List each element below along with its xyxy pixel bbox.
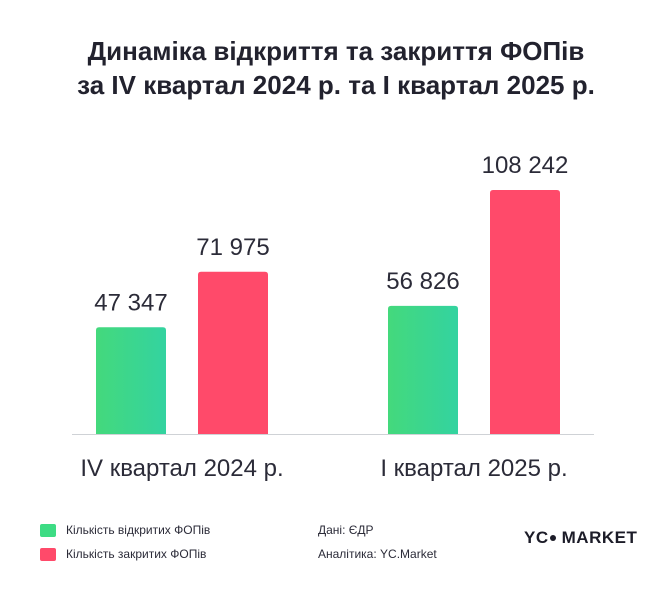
legend-item-opened: Кількість відкритих ФОПів xyxy=(40,518,210,542)
brand-logo-right: MARKET xyxy=(561,528,638,547)
source-block: Дані: ЄДР Аналітика: YC.Market xyxy=(318,518,437,566)
brand-logo-left: YC xyxy=(524,528,549,547)
legend-label-opened: Кількість відкритих ФОПів xyxy=(66,523,211,537)
legend-swatch-closed xyxy=(40,547,56,561)
category-label-1: І квартал 2025 р. xyxy=(380,455,567,482)
analytics-source: Аналітика: YC.Market xyxy=(318,547,437,561)
legend-item-closed: Кількість закритих ФОПів xyxy=(40,542,210,566)
data-source: Дані: ЄДР xyxy=(318,523,374,537)
bar-closed-1 xyxy=(490,190,560,434)
legend-swatch-opened xyxy=(40,523,56,537)
legend-label-closed: Кількість закритих ФОПів xyxy=(66,547,207,561)
brand-logo: YC MARKET xyxy=(524,528,637,548)
value-label-closed-1: 108 242 xyxy=(482,152,569,179)
legend: Кількість відкритих ФОПів Кількість закр… xyxy=(40,518,210,566)
bar-closed-0 xyxy=(198,271,268,434)
chart-title: Динаміка відкриття та закриття ФОПів за … xyxy=(0,34,672,102)
value-label-opened-0: 47 347 xyxy=(94,289,167,316)
title-line-2: за IV квартал 2024 р. та І квартал 2025 … xyxy=(77,70,595,100)
value-label-opened-1: 56 826 xyxy=(386,268,459,295)
bar-opened-1 xyxy=(388,305,458,434)
bar-opened-0 xyxy=(96,327,166,434)
brand-dot-icon xyxy=(549,535,556,541)
category-label-0: IV квартал 2024 р. xyxy=(80,455,283,482)
value-label-closed-0: 71 975 xyxy=(196,234,269,261)
title-line-1: Динаміка відкриття та закриття ФОПів xyxy=(87,36,585,66)
